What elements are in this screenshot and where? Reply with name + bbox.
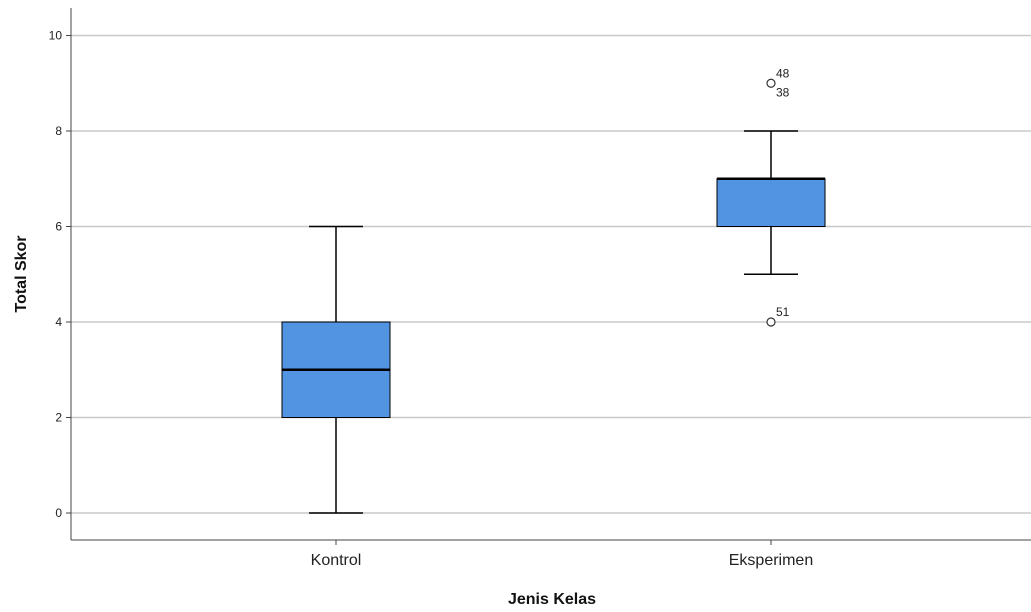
boxes: 48 38 51 xyxy=(281,66,826,514)
box-iqr xyxy=(716,178,826,227)
y-tick-label-2: 2 xyxy=(55,411,62,425)
box-group-kontrol xyxy=(281,225,391,514)
y-tick-label-8: 8 xyxy=(55,124,62,138)
tick-labels: 0 2 4 6 8 10 Kontrol Eksperimen xyxy=(49,29,814,570)
x-tick-label-eksperimen: Eksperimen xyxy=(729,552,813,569)
y-tick-label-6: 6 xyxy=(55,220,62,234)
y-tick-label-10: 10 xyxy=(49,29,63,43)
grid-lines xyxy=(66,34,1031,545)
y-tick-label-4: 4 xyxy=(55,315,62,329)
outlier-point-9 xyxy=(766,78,776,88)
box-group-eksperimen: 48 38 51 xyxy=(716,66,826,327)
axes xyxy=(70,8,1031,541)
y-tick-label-0: 0 xyxy=(55,506,62,520)
outlier-point-4 xyxy=(766,317,776,327)
x-tick-label-kontrol: Kontrol xyxy=(311,552,362,569)
outlier-label-38: 38 xyxy=(776,85,790,99)
outlier-label-48: 48 xyxy=(776,66,790,80)
outlier-label-51: 51 xyxy=(776,305,790,319)
y-axis-title: Total Skor xyxy=(13,235,30,312)
x-axis-title: Jenis Kelas xyxy=(508,591,596,608)
